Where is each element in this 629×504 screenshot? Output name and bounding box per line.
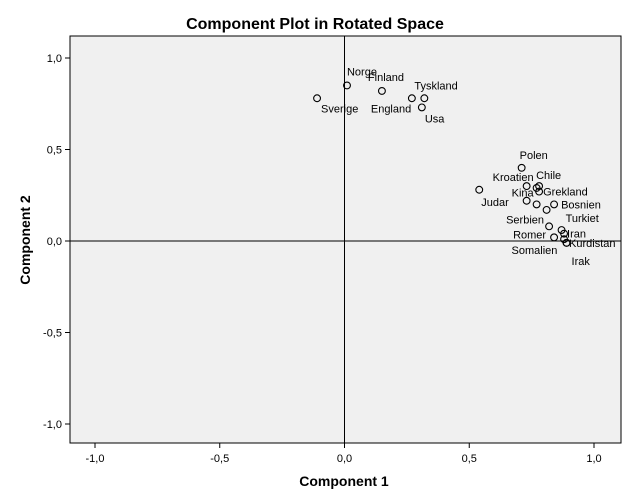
chart-title: Component Plot in Rotated Space xyxy=(186,16,444,33)
data-point-label: Usa xyxy=(425,113,445,125)
data-point-label: Irak xyxy=(572,256,591,268)
data-point-label: Polen xyxy=(520,150,548,162)
y-tick-label: 0,5 xyxy=(47,145,62,157)
x-tick-label: -0,5 xyxy=(210,453,229,465)
y-tick-label: -0,5 xyxy=(43,328,62,340)
data-point-label: Iran xyxy=(567,229,586,241)
data-point xyxy=(517,163,526,172)
data-point xyxy=(542,205,551,214)
data-point-label: Bosnien xyxy=(561,199,601,211)
data-point-label: England xyxy=(371,103,411,115)
x-tick-label: 0,5 xyxy=(462,453,477,465)
x-tick-label: -1,0 xyxy=(86,453,105,465)
y-tick-label: 1,0 xyxy=(47,53,62,65)
y-axis-ticks: -1,0 -0,5 0,0 0,5 1,0 xyxy=(43,53,70,431)
y-tick-label: -1,0 xyxy=(43,419,62,431)
data-point xyxy=(562,238,571,247)
data-point-label: Romer xyxy=(513,229,546,241)
data-point xyxy=(377,86,386,95)
data-point-label: Norge xyxy=(347,66,377,78)
data-point xyxy=(550,200,559,209)
data-point-label: Kroatien xyxy=(493,172,534,184)
data-point-label: Chile xyxy=(536,170,561,182)
data-point-label: Sverige xyxy=(321,103,358,115)
data-point xyxy=(550,233,559,242)
data-point xyxy=(545,222,554,231)
data-point xyxy=(522,182,531,191)
data-point-label: Turkiet xyxy=(566,213,599,225)
x-axis-ticks: -1,0 -0,5 0,0 0,5 1,0 xyxy=(86,443,602,465)
data-point-label: Grekland xyxy=(543,187,588,199)
data-point-label: Somalien xyxy=(512,245,558,257)
data-point-label: Serbien xyxy=(506,214,544,226)
data-point xyxy=(420,94,429,103)
data-point xyxy=(560,229,569,238)
data-point xyxy=(535,187,544,196)
data-point xyxy=(532,200,541,209)
data-point-label: Kurdistan xyxy=(569,238,615,250)
data-point-label: Kina xyxy=(512,188,535,200)
zero-lines xyxy=(70,36,621,443)
data-point xyxy=(417,103,426,112)
data-point xyxy=(475,185,484,194)
y-tick-label: 0,0 xyxy=(47,236,62,248)
x-tick-label: 1,0 xyxy=(586,453,601,465)
y-axis-label: Component 2 xyxy=(17,195,33,285)
data-point-label: Tyskland xyxy=(414,80,457,92)
data-point xyxy=(522,196,531,205)
data-point xyxy=(343,81,351,90)
data-point xyxy=(313,94,322,103)
data-points xyxy=(313,81,571,247)
x-tick-label: 0,0 xyxy=(337,453,352,465)
data-point xyxy=(407,94,416,103)
plot-area xyxy=(69,35,622,444)
data-point xyxy=(535,182,544,191)
data-point-label: Finland xyxy=(368,72,404,84)
data-point-label: Judar xyxy=(481,197,509,209)
x-axis-label: Component 1 xyxy=(299,473,389,489)
